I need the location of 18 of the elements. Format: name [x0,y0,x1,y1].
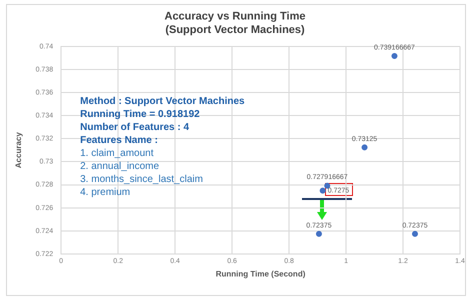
point [391,53,398,60]
x-axis-title: Running Time (Second) [216,269,306,278]
point [320,188,326,194]
point [316,230,322,237]
annotation: 4. premium [80,187,130,198]
annotation: Running Time = 0.918192 [80,109,200,120]
annotation: Features Name : [80,135,158,146]
point [324,182,330,189]
annotation: Method : Support Vector Machines [80,96,246,108]
annotation: 2. annual_income [80,161,160,172]
annotation: 1. claim_amount [80,148,154,160]
annotation: 3. months_since_last_claim [80,174,203,186]
y-axis-title: Accuracy [14,132,24,168]
annotation: Number of Features : 4 [80,122,190,134]
chart-subtitle: (Support Vector Machines) [165,24,306,36]
chart-title: Accuracy vs Running Time [164,10,306,23]
point [362,144,368,150]
point [412,230,418,237]
